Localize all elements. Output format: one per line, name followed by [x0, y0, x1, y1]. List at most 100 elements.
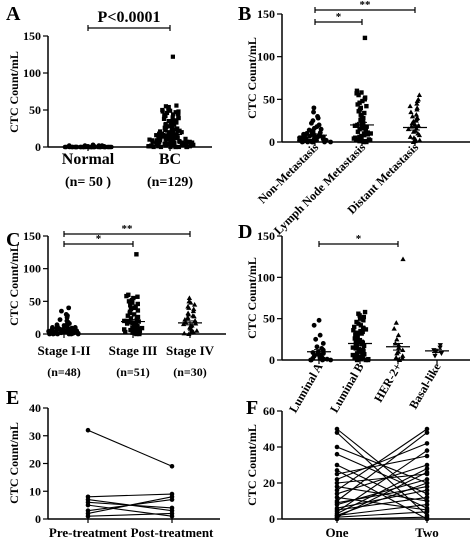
data-point	[170, 136, 175, 141]
panel-a: A CTC Count/mL 0 50 100 150 Normal (n= 50 ) BC (n…	[6, 3, 212, 190]
series-points	[62, 142, 114, 150]
y-tick-label: 10	[29, 484, 41, 498]
y-tick-label: 0	[269, 353, 275, 367]
data-point	[357, 127, 362, 132]
data-point	[125, 313, 131, 318]
data-point	[407, 134, 414, 139]
pair-point-end	[424, 469, 430, 475]
data-point	[136, 326, 141, 331]
category-n-label: (n=48)	[47, 365, 81, 379]
data-point	[354, 357, 360, 363]
data-point	[186, 331, 192, 336]
data-point	[184, 144, 189, 150]
data-point	[173, 144, 178, 150]
data-point	[357, 347, 362, 352]
data-point	[357, 337, 363, 343]
data-point	[356, 311, 361, 316]
pair-point-start	[334, 451, 340, 457]
data-point	[171, 134, 176, 139]
category-n-label: (n=30)	[173, 365, 207, 379]
pair-line	[336, 455, 428, 475]
data-point	[177, 128, 182, 133]
pair-point-end	[424, 487, 430, 493]
data-point	[360, 118, 366, 123]
category-label: Stage IV	[166, 343, 215, 358]
data-point	[192, 318, 198, 323]
data-point	[359, 133, 364, 139]
data-point	[363, 327, 369, 332]
data-point	[128, 303, 133, 308]
category-n-label: (n=51)	[116, 365, 150, 379]
significance-label: P<0.0001	[98, 9, 161, 26]
y-axis-label: CTC Count/mL	[7, 244, 21, 326]
y-tick-label: 0	[269, 512, 275, 526]
data-point	[176, 115, 181, 120]
data-point	[395, 349, 401, 354]
data-point	[181, 330, 187, 336]
data-point	[354, 88, 360, 93]
pair-line	[87, 493, 173, 498]
data-point	[160, 107, 165, 113]
data-point	[170, 117, 175, 122]
pair-point-end	[169, 463, 175, 469]
pair-point-start	[334, 491, 340, 497]
data-point	[360, 347, 366, 353]
data-point	[133, 304, 138, 309]
data-point	[166, 119, 171, 124]
pair-point-end	[169, 511, 175, 516]
y-tick-label: 20	[29, 457, 41, 471]
data-point	[163, 141, 168, 146]
y-tick-label: 100	[257, 50, 275, 64]
data-point	[158, 129, 163, 134]
series-points	[350, 309, 371, 363]
data-point	[358, 354, 363, 359]
data-point	[414, 100, 420, 106]
data-point	[57, 317, 63, 323]
data-point	[168, 121, 174, 126]
data-point	[361, 343, 367, 349]
y-tick-label: 40	[263, 440, 275, 454]
data-point	[162, 113, 167, 118]
data-point	[134, 252, 139, 257]
y-axis-label: CTC Count/mL	[7, 51, 21, 133]
data-point	[126, 299, 132, 304]
panel-letter: F	[246, 397, 258, 419]
data-point	[156, 144, 161, 149]
significance-label: *	[96, 233, 102, 245]
data-point	[362, 138, 368, 144]
data-point	[412, 128, 418, 133]
data-point	[366, 356, 371, 362]
data-point	[437, 343, 443, 348]
category-label: One	[325, 525, 348, 540]
data-point	[99, 143, 105, 148]
y-tick-label: 150	[257, 7, 275, 21]
data-point	[163, 121, 168, 127]
data-point	[131, 295, 136, 301]
data-point	[169, 126, 175, 131]
y-tick-label: 40	[29, 401, 41, 415]
data-point	[354, 319, 359, 325]
data-point	[185, 315, 191, 320]
data-point	[317, 332, 323, 338]
data-point	[394, 336, 400, 342]
data-point	[183, 136, 188, 141]
pair-point-end	[424, 509, 430, 515]
data-point	[328, 139, 333, 145]
data-point	[127, 309, 133, 314]
data-point	[315, 113, 320, 119]
data-point	[354, 91, 359, 96]
data-point	[173, 110, 178, 115]
pair-line	[336, 453, 428, 495]
y-tick-label: 100	[23, 262, 41, 276]
pair-point-start	[334, 471, 340, 477]
data-point	[174, 120, 179, 125]
pair-line	[336, 442, 428, 480]
category-label: BC	[159, 151, 181, 168]
data-point	[358, 112, 363, 117]
data-point	[361, 131, 367, 136]
data-point	[311, 109, 316, 115]
significance-label: *	[336, 11, 342, 23]
panel-letter: A	[6, 3, 21, 25]
